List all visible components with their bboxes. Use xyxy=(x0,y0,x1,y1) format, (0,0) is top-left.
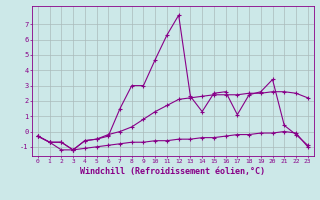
X-axis label: Windchill (Refroidissement éolien,°C): Windchill (Refroidissement éolien,°C) xyxy=(80,167,265,176)
